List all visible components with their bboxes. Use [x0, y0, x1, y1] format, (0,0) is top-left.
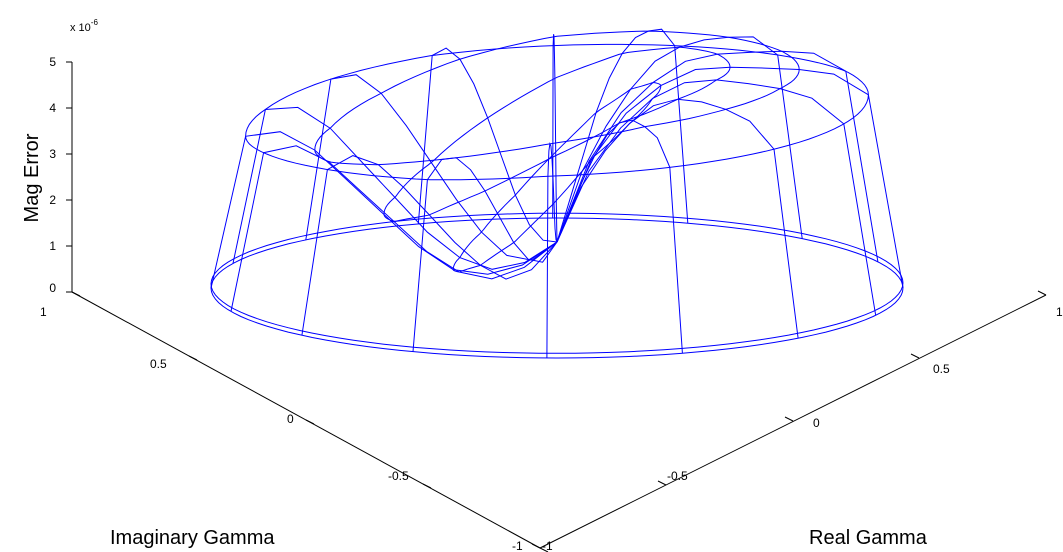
z-tick-label: 2	[49, 193, 56, 207]
x-tick-label: 0	[813, 416, 820, 430]
y-tick-label: 0	[287, 412, 294, 426]
mesh-meridian	[230, 145, 558, 312]
x-tick-label: -0.5	[667, 469, 688, 483]
x-axis-line	[539, 294, 1047, 549]
x-tick-label: 1	[1056, 305, 1063, 319]
y-axis-label: Imaginary Gamma	[110, 527, 275, 549]
z-tick-label: 3	[49, 147, 56, 161]
mesh-base-ring	[210, 217, 904, 359]
mesh-meridian	[556, 28, 689, 243]
z-tick-label: 0	[49, 281, 56, 295]
mesh-lines	[210, 28, 904, 359]
y-tick-label: 1	[40, 305, 47, 319]
z-tick-label: 4	[49, 101, 56, 115]
z-tick-label: 1	[49, 239, 56, 253]
mesh-meridian	[556, 119, 683, 354]
z-multiplier: x 10-6	[70, 18, 98, 34]
x-axis-label: Real Gamma	[809, 527, 928, 549]
mesh-meridian	[552, 34, 558, 243]
mesh-meridian	[556, 79, 877, 316]
y-tick-label: 0.5	[150, 357, 167, 371]
y-ticks: 1 0.5 0 -0.5 -1	[40, 291, 549, 552]
x-ticks: -1 -0.5 0 0.5 1	[531, 290, 1063, 552]
mesh-meridian	[556, 50, 879, 262]
mesh-ring	[383, 46, 731, 222]
y-tick-label: -0.5	[388, 469, 409, 483]
z-axis-label: Mag Error	[21, 133, 43, 222]
mesh-rim	[210, 212, 904, 354]
mesh-ring	[452, 81, 662, 273]
z-ticks: 5 4 3 2 1 0	[49, 55, 72, 295]
mesh-meridian	[232, 106, 558, 270]
x-tick-label: -1	[542, 539, 553, 552]
mesh-meridian	[305, 74, 558, 261]
x-tick-label: 0.5	[933, 362, 950, 376]
y-tick-label: -1	[512, 539, 523, 552]
mesh-ring	[245, 43, 869, 181]
mesh-meridian	[412, 157, 558, 352]
mesh-ring	[314, 30, 800, 166]
mesh-meridian	[301, 155, 558, 336]
z-tick-label: 5	[49, 55, 56, 69]
